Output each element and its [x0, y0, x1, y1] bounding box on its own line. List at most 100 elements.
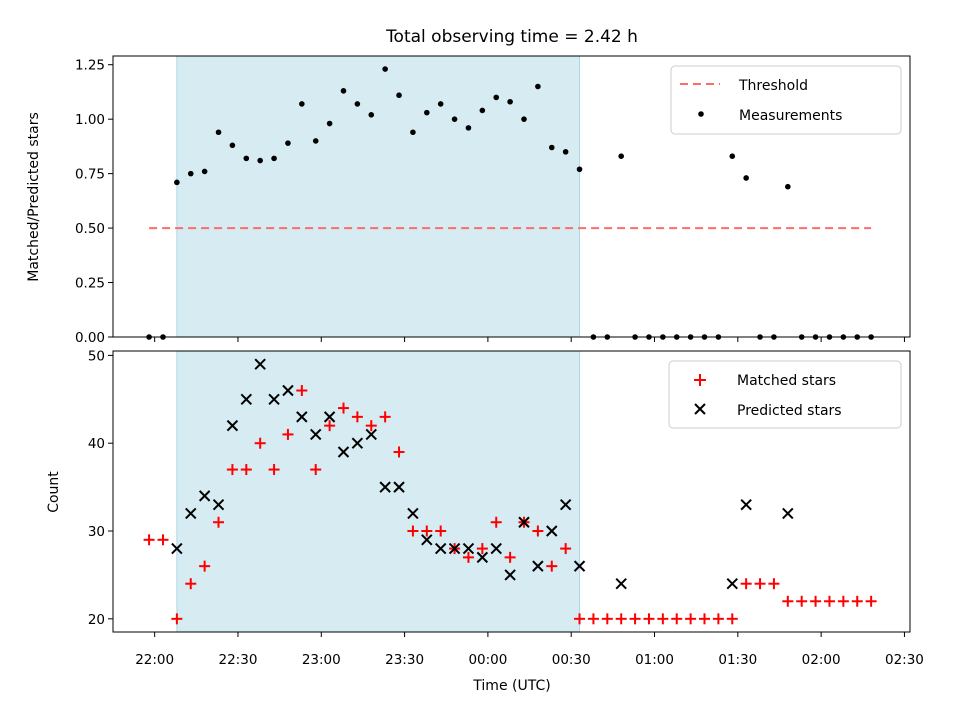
top-y-tick-label: 0.00 — [75, 330, 105, 346]
matched-star-point — [171, 613, 183, 625]
predicted-star-stroke — [296, 411, 308, 423]
measurement-point — [451, 116, 458, 122]
matched-star-point — [254, 437, 266, 449]
matched-star-point — [851, 595, 863, 607]
measurement-point — [535, 83, 541, 90]
matched-star-point — [740, 578, 752, 590]
top-y-tick-label: 0.75 — [75, 167, 105, 183]
predicted-star-point — [379, 481, 391, 493]
matched-star-point — [407, 525, 419, 537]
measurement-point — [187, 170, 194, 177]
x-tick-label: 02:30 — [885, 652, 924, 668]
predicted-star-stroke — [490, 542, 502, 555]
predicted-star-stroke — [282, 384, 294, 397]
predicted-star-stroke — [171, 542, 183, 555]
predicted-star-stroke — [226, 419, 239, 432]
predicted-star-stroke — [476, 551, 489, 564]
matched-star-point — [379, 411, 391, 423]
matched-star-point — [587, 613, 599, 625]
predicted-star-stroke — [726, 577, 738, 590]
x-axis-label: Time (UTC) — [472, 678, 550, 694]
matched-star-point — [365, 420, 377, 432]
matched-star-point — [546, 560, 558, 572]
matched-star-point — [671, 613, 683, 625]
predicted-star-point — [407, 507, 419, 520]
measurement-point — [465, 125, 472, 131]
matched-star-point — [657, 613, 669, 625]
measurement-point — [743, 175, 749, 181]
predicted-star-point — [518, 516, 530, 528]
bottom-axes-frame — [112, 350, 911, 633]
measurement-point — [382, 66, 388, 72]
predicted-star-stroke — [573, 560, 586, 572]
predicted-star-point — [212, 498, 225, 511]
measurement-point — [785, 183, 791, 190]
matched-star-point — [351, 411, 363, 423]
predicted-star-stroke — [337, 446, 350, 458]
matched-star-point — [504, 551, 516, 563]
measurement-point — [507, 98, 513, 105]
measurement-point — [174, 179, 180, 186]
predicted-star-point — [573, 560, 586, 572]
predicted-star-point — [393, 481, 405, 493]
matched-star-point — [532, 525, 544, 537]
predicted-star-stroke — [448, 542, 461, 555]
measurement-point — [354, 101, 361, 107]
measurement-point — [548, 144, 555, 151]
predicted-star-point — [782, 507, 794, 520]
bottom-y-tick-label: 50 — [88, 348, 105, 364]
bottom-legend-box — [668, 360, 902, 429]
predicted-star-stroke — [254, 358, 266, 370]
matched-star-point — [574, 613, 586, 625]
matched-star-point — [490, 516, 502, 528]
x-tick-label: 00:00 — [468, 652, 507, 668]
measurement-point — [479, 107, 486, 114]
matched-star-point — [754, 578, 766, 590]
predicted-star-point — [185, 507, 197, 520]
measurement-point — [437, 101, 444, 107]
predicted-star-point — [198, 490, 211, 502]
top-legend: Threshold Measurements — [670, 65, 902, 135]
matched-star-point — [685, 613, 697, 625]
x-tick-label: 01:30 — [718, 652, 757, 668]
matched-star-point — [726, 613, 738, 625]
top-observing-window — [176, 55, 581, 338]
predicted-star-point — [490, 542, 502, 555]
predicted-star-stroke — [740, 498, 752, 511]
predicted-star-stroke — [365, 428, 377, 441]
measurement-point — [312, 138, 319, 144]
measurement-point — [424, 109, 430, 116]
legend-threshold-label: Threshold — [738, 78, 808, 94]
predicted-star-stroke — [782, 507, 794, 520]
predicted-star-stroke — [546, 525, 558, 537]
predicted-star-point — [546, 525, 558, 537]
legend-matched-label: Matched stars — [737, 373, 836, 389]
matched-star-point — [296, 385, 308, 397]
predicted-star-stroke — [407, 507, 419, 520]
measurement-point — [285, 140, 291, 146]
predicted-star-stroke — [212, 498, 225, 511]
measurement-point — [576, 166, 583, 173]
x-tick-label: 23:00 — [302, 652, 341, 668]
predicted-star-point — [421, 534, 433, 546]
x-tick-label: 01:00 — [635, 652, 674, 668]
predicted-star-point — [323, 411, 336, 423]
matched-star-point — [143, 534, 155, 546]
measurement-point — [257, 157, 263, 164]
measurement-point — [729, 153, 736, 160]
measurement-point — [618, 153, 624, 160]
predicted-star-stroke — [351, 437, 364, 449]
matched-star-point — [782, 595, 794, 607]
measurement-point — [493, 94, 500, 101]
predicted-star-point — [726, 577, 738, 590]
measurement-point — [243, 155, 250, 162]
matched-star-point — [462, 551, 474, 563]
predicted-star-stroke — [504, 569, 516, 581]
matched-star-point — [796, 595, 808, 607]
x-tick-label: 00:30 — [552, 652, 591, 668]
bottom-observing-window — [176, 350, 581, 633]
predicted-star-point — [559, 498, 572, 511]
predicted-star-stroke — [185, 507, 197, 520]
predicted-star-point — [310, 428, 322, 441]
predicted-star-stroke — [323, 411, 336, 423]
